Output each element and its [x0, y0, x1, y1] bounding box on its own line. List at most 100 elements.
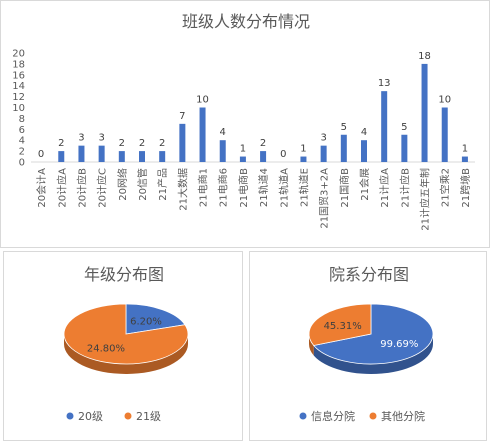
y-tick-label: 10	[12, 103, 25, 114]
x-category-label: 20信管	[136, 168, 149, 201]
pie-slice	[125, 303, 186, 335]
x-category-label: 21轨道E	[297, 168, 310, 207]
x-category-label: 21计应B	[398, 168, 411, 208]
x-category-label: 20计应C	[96, 168, 109, 208]
bar	[139, 151, 145, 162]
bar-value-label: 3	[98, 133, 104, 144]
pie-slice-side	[313, 334, 433, 374]
bar-value-label: 10	[196, 95, 209, 106]
bar-value-label: 2	[139, 138, 145, 149]
bar	[461, 156, 468, 162]
bar-value-label: 10	[438, 95, 451, 106]
y-tick-label: 14	[12, 81, 25, 92]
pie-slice	[308, 303, 372, 346]
legend-marker	[299, 412, 307, 420]
bar	[320, 145, 327, 162]
x-category-label: 21跨境B	[459, 168, 472, 208]
bar-chart: 班级人数分布情况02468101214161820020会计A220计应A320…	[12, 12, 475, 231]
college-pie-chart: 院系分布图 99.69% 45.31% 信息分院 其他分院	[299, 265, 434, 423]
bar	[300, 156, 307, 162]
legend-marker	[369, 412, 377, 420]
y-tick-label: 20	[12, 49, 25, 60]
x-category-label: 21计应五年制	[419, 168, 432, 231]
pie-slice-label: 24.80%	[87, 343, 125, 354]
x-category-label: 21会展	[358, 168, 371, 201]
pie-title: 院系分布图	[329, 265, 409, 284]
bar-value-label: 2	[260, 138, 266, 149]
legend-label: 信息分院	[311, 409, 355, 423]
bar-value-label: 5	[341, 122, 347, 133]
bar-value-label: 7	[179, 111, 185, 122]
x-category-label: 21空乘2	[439, 168, 452, 207]
bar-value-label: 2	[159, 138, 165, 149]
x-category-label: 20会计A	[35, 168, 48, 208]
bar	[78, 145, 85, 162]
bar-value-label: 4	[361, 127, 367, 138]
bar	[58, 151, 65, 162]
pie-slice-side	[64, 334, 188, 374]
bar	[441, 107, 448, 162]
x-category-label: 21大数据	[176, 168, 189, 211]
x-category-label: 21电商6	[217, 168, 230, 207]
y-tick-label: 0	[19, 158, 25, 169]
bar	[159, 151, 166, 162]
bar-value-label: 3	[320, 133, 326, 144]
bar-value-label: 4	[220, 127, 226, 138]
x-category-label: 21轨道4	[257, 168, 270, 207]
bar-chart-panel: 班级人数分布情况 0 2 4 6 8 10 12 14 16 18 20 0 20会计A 2 20计应A 3 20…	[0, 0, 490, 248]
bar	[381, 91, 388, 162]
bar	[179, 123, 186, 162]
x-category-label: 21国商B	[338, 168, 351, 208]
y-tick-label: 4	[19, 136, 25, 147]
bar-value-label: 2	[119, 138, 125, 149]
x-category-label: 21电商1	[197, 168, 210, 207]
y-tick-label: 18	[12, 59, 25, 70]
pie-slice	[63, 303, 189, 365]
x-category-label: 20计应A	[55, 168, 68, 208]
bar	[98, 145, 105, 162]
x-category-label: 21国贸3+2A	[319, 168, 331, 229]
legend-label: 20级	[78, 410, 103, 423]
bar-value-label: 3	[78, 133, 84, 144]
pie-slice-label: 99.69%	[380, 339, 418, 350]
legend-marker	[66, 412, 74, 420]
bar-value-label: 13	[378, 78, 391, 89]
bar-value-label: 1	[240, 144, 246, 155]
x-category-label: 21轨道A	[277, 168, 290, 208]
bar	[118, 151, 125, 162]
bar	[199, 107, 206, 162]
bar	[340, 134, 347, 162]
pie-slice-label: 6.20%	[130, 317, 162, 328]
legend-label: 21级	[136, 410, 161, 423]
pie-slice	[312, 303, 434, 365]
bar	[361, 140, 367, 162]
x-category-label: 21产品	[156, 168, 169, 201]
y-tick-label: 6	[19, 125, 25, 136]
y-tick-label: 16	[12, 70, 25, 81]
bar-value-label: 0	[280, 149, 286, 160]
college-pie-panel: 院系分布图 99.69% 45.31% 信息分院 其他分院	[249, 251, 487, 441]
bar-value-label: 0	[38, 149, 44, 160]
y-tick-label: 2	[19, 147, 25, 158]
pie-slice-label: 45.31%	[324, 321, 362, 332]
grade-pie-chart: 年级分布图 6.20% 24.80% 20级 21级	[63, 265, 189, 423]
x-category-label: 20网络	[116, 168, 129, 201]
y-tick-label: 12	[12, 92, 25, 103]
x-category-label: 21计应A	[378, 168, 391, 208]
bar	[239, 156, 246, 162]
pie-slice-side	[309, 334, 314, 356]
grade-pie-panel: 年级分布图 6.20% 24.80% 20级 21级	[3, 251, 243, 441]
bar-value-label: 1	[462, 144, 468, 155]
bar-value-label: 1	[300, 144, 306, 155]
bar-value-label: 2	[58, 138, 64, 149]
pie-title: 年级分布图	[84, 265, 164, 284]
bar	[260, 151, 267, 162]
x-category-label: 20计应B	[75, 168, 88, 208]
x-category-label: 21电商B	[237, 168, 250, 208]
bar	[401, 134, 408, 162]
y-tick-label: 8	[19, 114, 25, 125]
bar-chart-title: 班级人数分布情况	[182, 12, 310, 31]
bar	[421, 63, 428, 162]
legend-marker	[124, 412, 132, 420]
bar	[219, 140, 226, 162]
